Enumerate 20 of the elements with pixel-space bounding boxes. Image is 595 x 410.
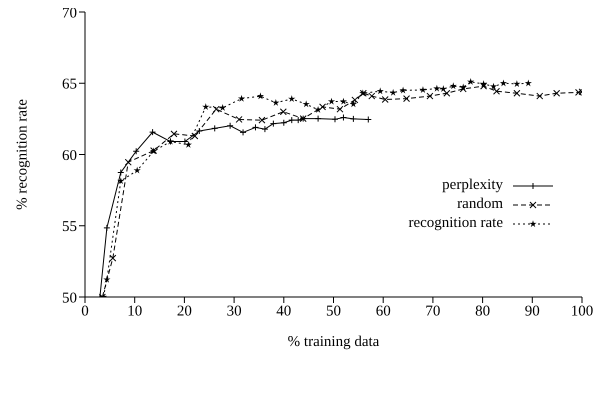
legend-label: perplexity (442, 177, 503, 194)
y-tick-label: 65 (62, 76, 77, 93)
x-tick-label: 60 (376, 304, 391, 320)
x-tick-label: 100 (570, 304, 594, 320)
legend-label: random (457, 196, 503, 213)
x-tick-label: 10 (127, 304, 142, 320)
x-tick-label: 50 (326, 304, 341, 320)
x-tick-label: 0 (81, 304, 89, 320)
y-tick-label: 50 (62, 290, 77, 306)
legend-label: recognition rate (408, 215, 503, 232)
x-tick-label: 70 (425, 304, 440, 320)
x-axis-title: % training data (288, 334, 380, 350)
y-tick-label: 55 (62, 219, 77, 236)
x-tick-label: 40 (276, 304, 292, 320)
x-tick-label: 20 (176, 304, 192, 320)
y-axis-title: % recognition rate (14, 98, 30, 210)
y-tick-label: 60 (62, 148, 77, 164)
x-tick-label: 80 (475, 304, 490, 320)
x-tick-label: 30 (226, 304, 242, 320)
x-tick-label: 90 (524, 304, 540, 320)
